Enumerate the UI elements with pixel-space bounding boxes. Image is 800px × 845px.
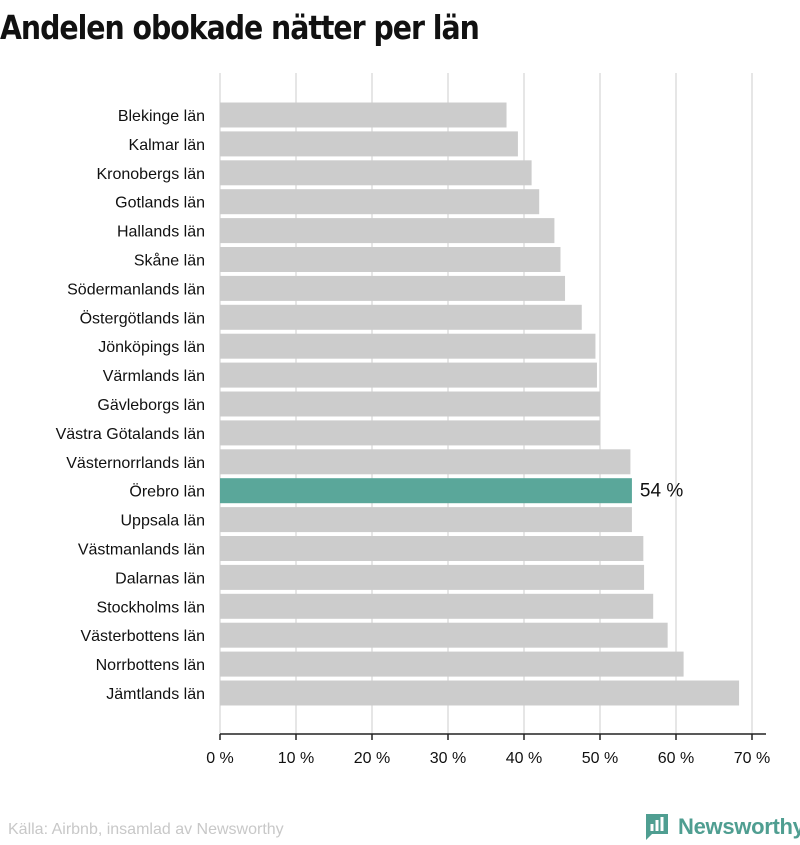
category-label: Uppsala län [121, 513, 206, 530]
category-label: Gotlands län [115, 195, 205, 212]
category-label: Skåne län [134, 252, 205, 270]
x-tick-label: 50 % [582, 750, 618, 767]
brand-name: Newsworthy [678, 814, 800, 839]
bar [220, 102, 507, 128]
category-label: Blekinge län [118, 108, 205, 125]
x-tick-label: 0 % [206, 750, 234, 767]
x-axis: 0 % 10 % 20 % 30 % 40 % 50 % 60 % 70 % [206, 733, 770, 767]
x-tick-label: 10 % [278, 750, 314, 767]
bar [220, 247, 561, 272]
bar [220, 536, 644, 561]
category-label: Jönköpings län [98, 339, 205, 356]
category-label: Norrbottens län [96, 657, 205, 674]
category-label: Värmlands län [103, 368, 205, 385]
bar [220, 391, 600, 417]
category-label: Kronobergs län [96, 166, 205, 183]
newsworthy-logo-icon [646, 814, 668, 840]
bar [220, 680, 740, 706]
bars [220, 102, 740, 706]
category-label: Västerbottens län [80, 628, 205, 645]
category-label: Västra Götalands län [56, 426, 205, 443]
bar [220, 304, 582, 330]
category-label: Kalmar län [129, 137, 205, 154]
bar [220, 593, 654, 619]
bar [220, 564, 645, 590]
data-label: 54 % [640, 481, 683, 502]
bar [220, 131, 518, 157]
category-label: Hallands län [117, 224, 205, 241]
bar [220, 651, 684, 677]
category-label: Västmanlands län [78, 542, 205, 559]
bar [220, 218, 555, 244]
category-label: Stockholms län [97, 599, 206, 616]
chart-title: Andelen obokade nätter per län [0, 8, 480, 47]
category-label: Dalarnas län [115, 570, 205, 587]
bar [220, 333, 596, 359]
x-tick-label: 30 % [430, 750, 466, 767]
category-label: Västernorrlands län [66, 455, 205, 472]
bar [220, 420, 600, 446]
category-label: Gävleborgs län [97, 397, 205, 414]
category-label: Örebro län [129, 483, 205, 501]
bar [220, 275, 566, 301]
bar [220, 622, 668, 648]
x-tick-label: 70 % [734, 750, 770, 767]
bar [220, 189, 540, 215]
x-tick-label: 40 % [506, 750, 542, 767]
category-label: Östergötlands län [80, 309, 205, 327]
brand-logo[interactable]: Newsworthy [644, 812, 800, 842]
x-tick-label: 20 % [354, 750, 390, 767]
category-labels: Blekinge län Kalmar län Kronobergs län Gotl… [56, 108, 684, 703]
category-label: Jämtlands län [106, 686, 205, 703]
bar [220, 160, 532, 186]
category-label: Södermanlands län [67, 281, 205, 298]
source-note: Källa: Airbnb, insamlad av Newsworthy [8, 821, 284, 838]
bar-highlight [220, 478, 632, 504]
bar [220, 449, 631, 475]
bar [220, 362, 597, 388]
bar [220, 507, 632, 533]
x-tick-label: 60 % [658, 750, 694, 767]
